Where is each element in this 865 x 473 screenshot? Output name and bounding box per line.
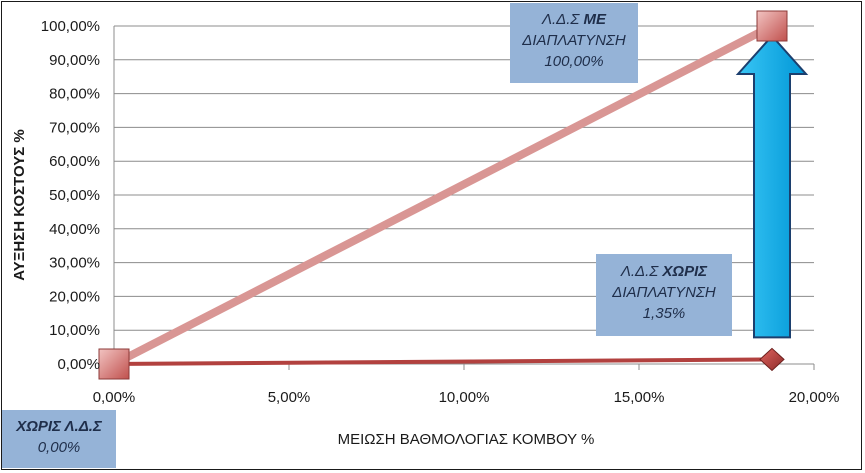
callout-with-widening: Λ.Δ.Σ ΜΕ ΔΙΑΠΛΑΤΥΝΣΗ 100,00% <box>510 3 638 83</box>
callout-with-widening-value: 100,00% <box>544 53 604 70</box>
y-tick-label: 80,00% <box>49 86 100 103</box>
y-tick-label: 50,00% <box>49 187 100 204</box>
x-axis-title: ΜΕΙΩΣΗ ΒΑΘΜΟΛΟΓΙΑΣ ΚΟΜΒΟΥ % <box>338 431 595 448</box>
y-tick-label: 100,00% <box>41 18 100 35</box>
y-tick-label: 70,00% <box>49 119 100 136</box>
x-tick-label: 20,00% <box>789 389 840 406</box>
callout-without-widening: Λ.Δ.Σ ΧΩΡΙΣ ΔΙΑΠΛΑΤΥΝΣΗ 1,35% <box>596 254 732 336</box>
x-tick-label: 15,00% <box>614 389 665 406</box>
series-line-1 <box>110 22 776 368</box>
callout-without-lds: ΧΩΡΙΣ Λ.Δ.Σ 0,00% <box>2 410 116 468</box>
callout-without-widening-emph: ΧΩΡΙΣ <box>662 263 708 280</box>
marker-square <box>756 10 788 42</box>
y-axis-title: ΑΥΞΗΣΗ ΚΟΣΤΟΥΣ % <box>11 129 28 280</box>
x-tick-label: 10,00% <box>439 389 490 406</box>
callout-with-widening-prefix: Λ.Δ.Σ <box>541 11 584 28</box>
marker-square <box>98 348 130 380</box>
tick-labels: 0,00% 10,00% 20,00% 30,00% 40,00% 50,00% 60,00… <box>41 18 840 406</box>
x-tick-label: 5,00% <box>268 389 311 406</box>
annotation-arrows <box>735 34 809 339</box>
x-tick-label: 0,00% <box>93 389 136 406</box>
y-tick-label: 30,00% <box>49 255 100 272</box>
callout-without-widening-prefix: Λ.Δ.Σ <box>620 263 663 280</box>
callout-without-widening-value: 1,35% <box>642 305 686 322</box>
y-tick-label: 10,00% <box>49 322 100 339</box>
callout-without-widening-line2: ΔΙΑΠΛΑΤΥΝΣΗ <box>612 284 716 301</box>
marker-diamond <box>759 347 785 372</box>
series-lines <box>98 10 788 380</box>
y-tick-label: 20,00% <box>49 288 100 305</box>
y-tick-label: 90,00% <box>49 52 100 69</box>
callout-with-widening-emph: ΜΕ <box>583 11 607 28</box>
callout-with-widening-line2: ΔΙΑΠΛΑΤΥΝΣΗ <box>522 32 626 49</box>
y-tick-label: 0,00% <box>57 356 100 373</box>
y-tick-label: 60,00% <box>49 153 100 170</box>
callout-without-lds-emph: ΧΩΡΙΣ Λ.Δ.Σ <box>16 418 102 435</box>
series-line-2 <box>112 357 774 366</box>
up-arrow <box>735 34 809 339</box>
callout-without-lds-value: 0,00% <box>37 439 81 456</box>
y-tick-label: 40,00% <box>49 221 100 238</box>
